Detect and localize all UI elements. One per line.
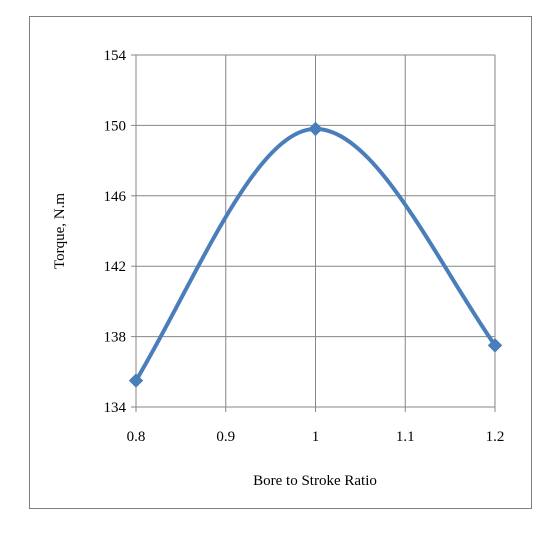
data-point-marker — [487, 338, 503, 353]
y-axis-title: Torque, N.m — [52, 193, 68, 269]
x-tick-label: 1.2 — [486, 429, 505, 445]
y-tick-label: 150 — [104, 118, 127, 134]
grid-layer — [131, 54, 496, 412]
data-point-marker — [308, 121, 323, 137]
x-tick-label: 0.8 — [127, 429, 146, 445]
y-tick-label: 146 — [104, 189, 127, 205]
tick-labels: 0.8 0.9 1 1.1 1.2 134 138 142 146 150 154 — [104, 48, 505, 445]
x-tick-label: 0.9 — [216, 429, 235, 445]
x-tick-label: 1 — [312, 429, 320, 445]
chart-frame — [29, 16, 532, 509]
y-tick-label: 138 — [104, 330, 127, 346]
y-tick-label: 142 — [104, 259, 127, 275]
series-layer — [128, 121, 503, 388]
x-axis-title: Bore to Stroke Ratio — [253, 473, 377, 489]
y-tick-label: 154 — [104, 48, 127, 64]
y-tick-label: 134 — [104, 400, 127, 416]
data-point-marker — [128, 373, 144, 388]
x-tick-label: 1.1 — [396, 429, 415, 445]
